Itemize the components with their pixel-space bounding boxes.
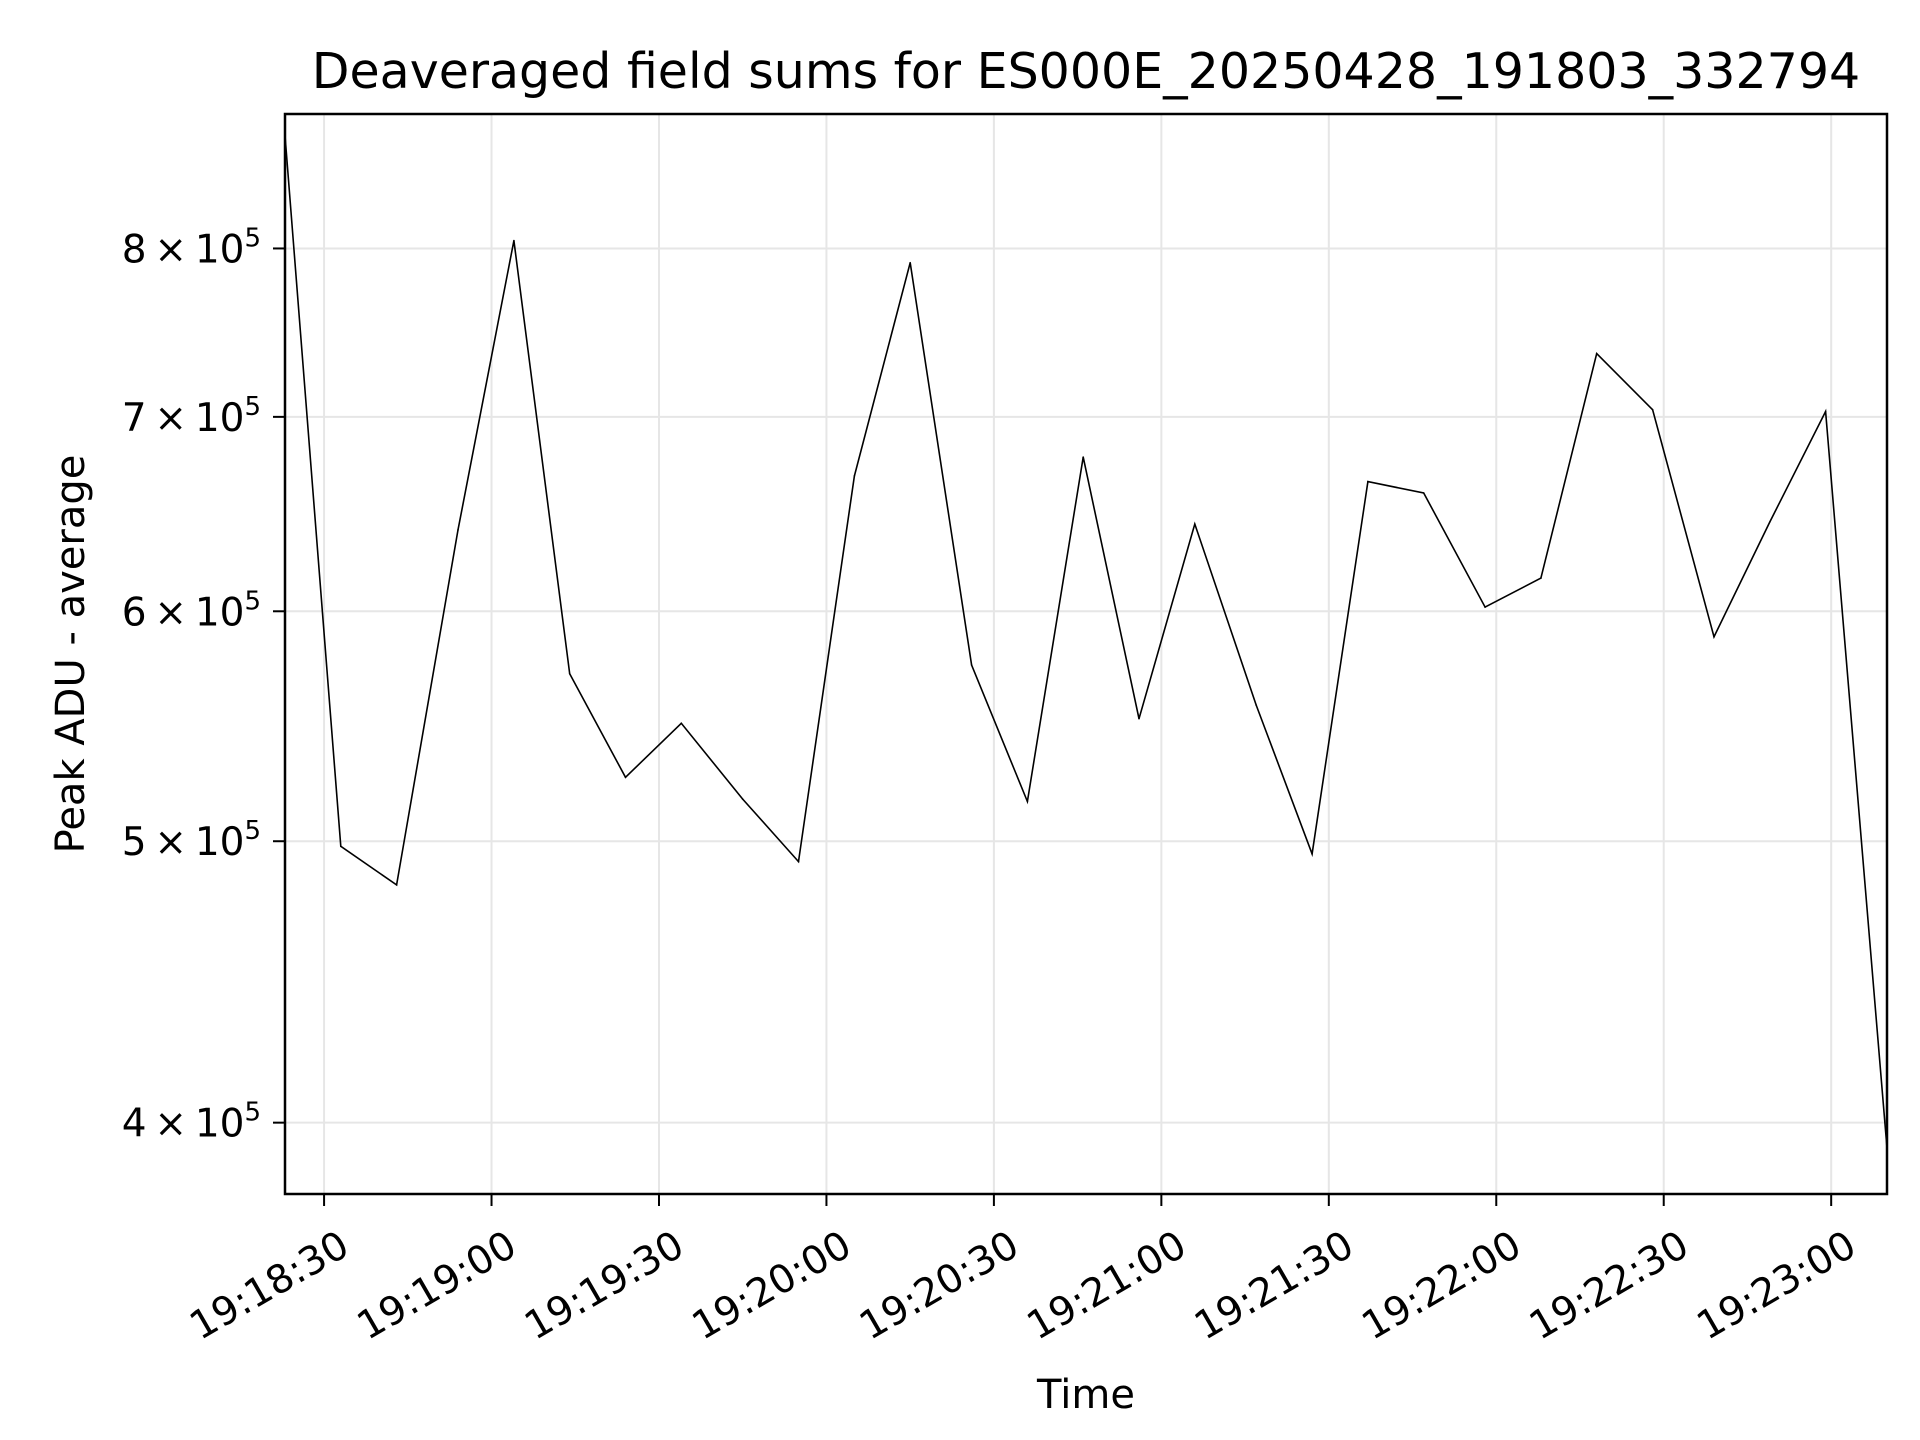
data-point (1484, 606, 1486, 608)
data-point (1367, 480, 1369, 483)
data-point (1138, 717, 1140, 720)
data-point (1311, 853, 1313, 855)
data-point (680, 722, 683, 725)
x-tick-label: 19:20:00 (685, 1223, 859, 1350)
y-axis: 4 × 105 5 × 105 6 × 105 7 × 105 8 × 105 (122, 223, 285, 1147)
data-point (395, 884, 398, 886)
grid-layer (285, 114, 1887, 1194)
data-point (741, 798, 744, 800)
x-tick-label: 19:20:30 (852, 1223, 1026, 1350)
y-axis-label: Peak ADU - average (48, 455, 94, 854)
x-tick-label: 19:18:30 (182, 1223, 356, 1350)
x-tick-label: 19:19:30 (517, 1223, 691, 1350)
x-axis-label: Time (1036, 1372, 1135, 1418)
y-tick-label: 4 × 105 (122, 1098, 261, 1147)
plot-frame (283, 112, 1889, 1196)
data-point (1082, 456, 1084, 458)
data-point (513, 239, 515, 242)
data-point (1255, 704, 1257, 706)
x-tick-label: 19:22:30 (1522, 1223, 1696, 1350)
y-tick-label: 7 × 105 (122, 392, 261, 441)
y-tick-label: 6 × 105 (122, 586, 261, 635)
data-point (1651, 408, 1654, 411)
chart-title: Deaveraged field sums for ES000E_2025042… (312, 43, 1860, 100)
data-point (1540, 577, 1542, 579)
data-point (1824, 410, 1827, 413)
x-tick-label: 19:23:00 (1690, 1223, 1864, 1350)
y-tick-label: 8 × 105 (122, 223, 261, 272)
data-point (909, 261, 911, 264)
data-point (1194, 523, 1196, 525)
data-point (1713, 636, 1715, 638)
data-point (970, 664, 973, 666)
x-axis: 19:18:3019:19:0019:19:3019:20:0019:20:30… (182, 1194, 1864, 1350)
data-point (568, 673, 571, 675)
x-tick-label: 19:21:30 (1187, 1223, 1361, 1350)
series-layer (284, 134, 1888, 1149)
data-point (853, 475, 856, 477)
y-tick-label: 5 × 105 (122, 816, 261, 865)
x-tick-label: 19:22:00 (1355, 1223, 1529, 1350)
data-point (797, 860, 800, 863)
data-point (624, 776, 627, 779)
data-point (457, 529, 459, 531)
data-point (1026, 800, 1029, 803)
data-point (340, 845, 342, 848)
data-point (1422, 492, 1425, 494)
x-tick-label: 19:19:00 (350, 1223, 524, 1350)
x-tick-label: 19:21:00 (1020, 1223, 1194, 1350)
data-point (1769, 521, 1771, 523)
data-point (1595, 352, 1598, 355)
series-line (284, 135, 1888, 1149)
